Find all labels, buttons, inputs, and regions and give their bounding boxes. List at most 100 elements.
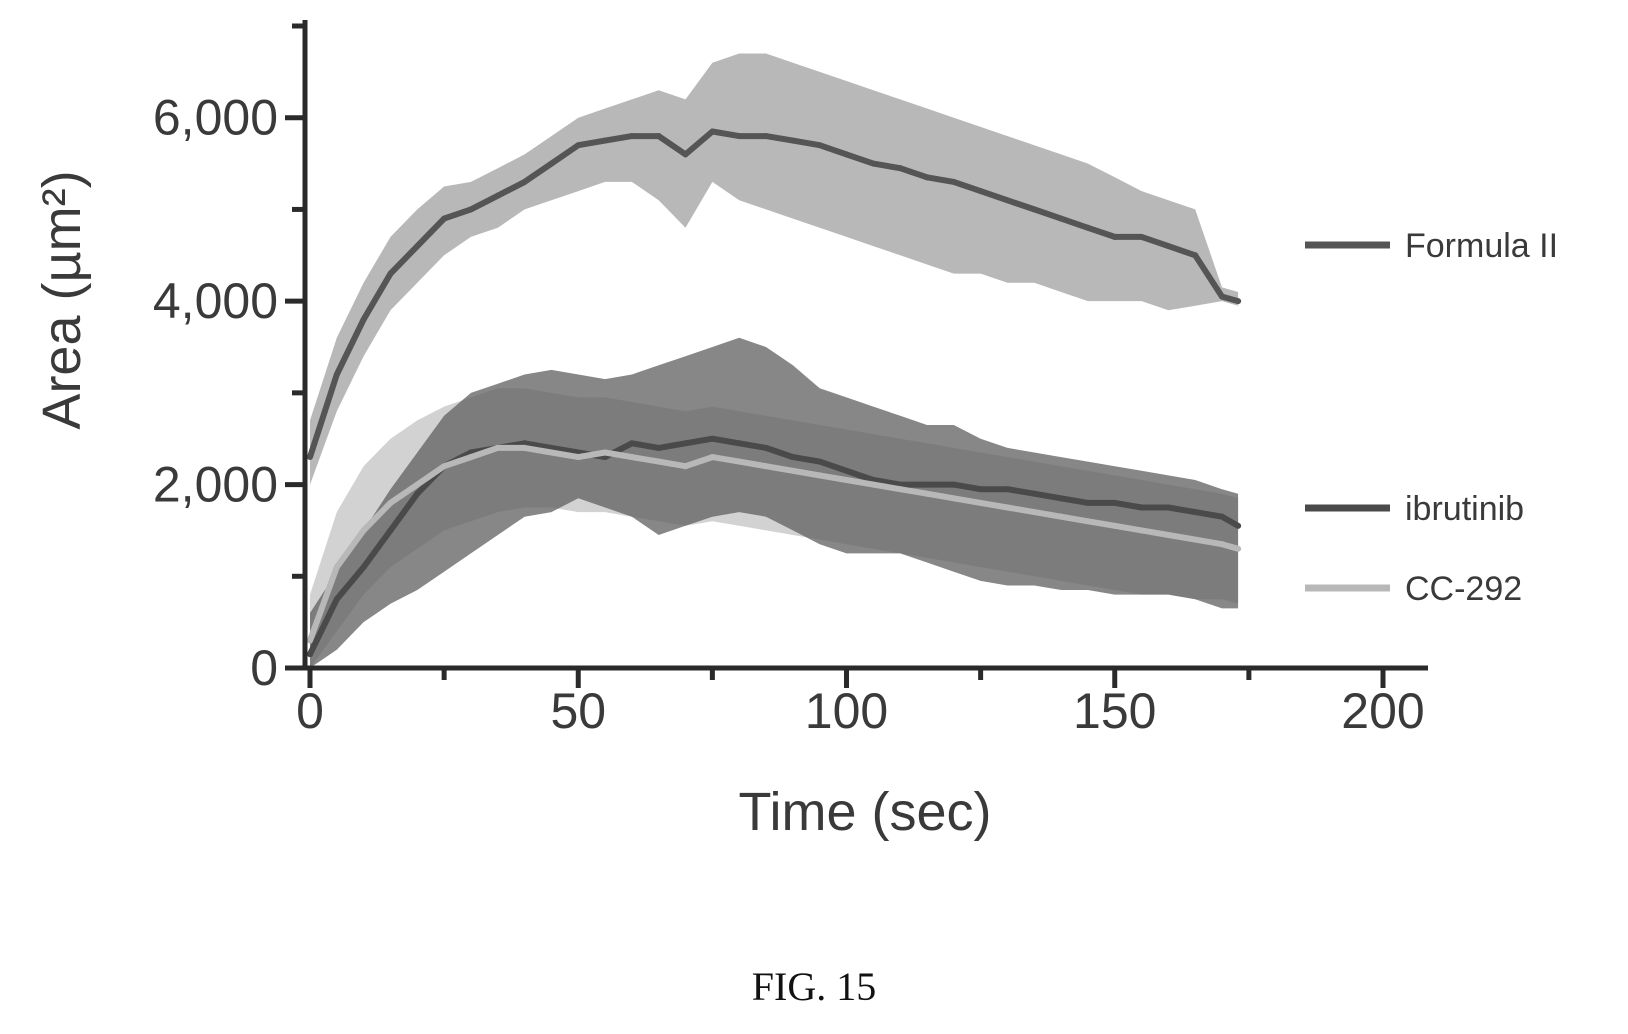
point-ibrutinib xyxy=(1138,504,1145,511)
point-formula-ii xyxy=(575,142,582,149)
point-formula-ii xyxy=(843,151,850,158)
point-ibrutinib xyxy=(816,458,823,465)
point-ibrutinib xyxy=(763,444,770,451)
point-cc-292 xyxy=(655,458,662,465)
x-tick-label: 50 xyxy=(550,683,606,739)
point-cc-292 xyxy=(789,467,796,474)
point-ibrutinib xyxy=(333,596,340,603)
line-cc-292 xyxy=(307,444,1239,642)
x-axis-title: Time (sec) xyxy=(739,782,992,842)
point-cc-292 xyxy=(387,499,394,506)
point-cc-292 xyxy=(870,481,877,488)
point-cc-292 xyxy=(950,495,957,502)
point-formula-ii xyxy=(897,165,904,172)
point-cc-292 xyxy=(521,444,528,451)
point-cc-292 xyxy=(575,454,582,461)
point-cc-292 xyxy=(763,463,770,470)
point-formula-ii xyxy=(441,215,448,222)
point-cc-292 xyxy=(1165,532,1172,539)
point-formula-ii xyxy=(1219,293,1226,300)
point-ibrutinib xyxy=(977,486,984,493)
point-ibrutinib xyxy=(1084,499,1091,506)
point-formula-ii xyxy=(360,316,367,323)
point-cc-292 xyxy=(307,637,313,644)
point-formula-ii xyxy=(494,192,501,199)
legend-label-ibrutinib: ibrutinib xyxy=(1405,490,1524,528)
y-tick-label: 6,000 xyxy=(153,90,278,146)
point-formula-ii xyxy=(950,178,957,185)
point-formula-ii xyxy=(1058,215,1065,222)
x-axis: 0 50 100 150 200 xyxy=(296,665,1428,739)
point-formula-ii xyxy=(1192,252,1199,259)
point-formula-ii xyxy=(870,160,877,167)
point-formula-ii xyxy=(1004,197,1011,204)
point-ibrutinib xyxy=(307,651,313,658)
point-ibrutinib xyxy=(1031,490,1038,497)
point-cc-292 xyxy=(1235,545,1242,552)
band-ibrutinib xyxy=(310,337,1239,668)
point-cc-292 xyxy=(897,486,904,493)
point-formula-ii xyxy=(387,270,394,277)
point-cc-292 xyxy=(467,454,474,461)
point-ibrutinib xyxy=(414,490,421,497)
point-cc-292 xyxy=(977,499,984,506)
x-tick-label: 150 xyxy=(1073,683,1156,739)
point-formula-ii xyxy=(414,243,421,250)
legend: Formula II ibrutinib CC-292 xyxy=(1305,227,1558,608)
mean-lines xyxy=(307,128,1242,658)
point-formula-ii xyxy=(1031,206,1038,213)
point-cc-292 xyxy=(816,472,823,479)
point-cc-292 xyxy=(843,476,850,483)
point-cc-292 xyxy=(682,463,689,470)
point-formula-ii xyxy=(789,137,796,144)
point-ibrutinib xyxy=(1004,486,1011,493)
point-ibrutinib xyxy=(360,564,367,571)
point-cc-292 xyxy=(1084,518,1091,525)
point-ibrutinib xyxy=(655,444,662,451)
line-ibrutinib xyxy=(307,435,1240,656)
point-ibrutinib xyxy=(843,467,850,474)
y-axis-title: Area (µm²) xyxy=(32,170,92,429)
point-formula-ii xyxy=(1111,233,1118,240)
point-cc-292 xyxy=(1058,513,1065,520)
point-formula-ii xyxy=(763,133,770,140)
point-cc-292 xyxy=(1192,536,1199,543)
point-formula-ii xyxy=(628,133,635,140)
point-ibrutinib xyxy=(1058,495,1065,502)
point-ibrutinib xyxy=(1111,499,1118,506)
point-ibrutinib xyxy=(1235,522,1242,529)
point-cc-292 xyxy=(1111,522,1118,529)
point-formula-ii xyxy=(923,174,930,181)
point-cc-292 xyxy=(628,454,635,461)
figure-caption: FIG. 15 xyxy=(752,964,876,1009)
error-bands xyxy=(310,53,1239,668)
legend-label-cc-292: CC-292 xyxy=(1405,570,1522,608)
point-ibrutinib xyxy=(950,481,957,488)
band-formula-ii xyxy=(310,53,1239,485)
point-cc-292 xyxy=(709,454,716,461)
point-ibrutinib xyxy=(521,440,528,447)
point-formula-ii xyxy=(682,151,689,158)
point-ibrutinib xyxy=(789,454,796,461)
point-cc-292 xyxy=(414,481,421,488)
point-formula-ii xyxy=(467,206,474,213)
point-formula-ii xyxy=(709,128,716,135)
y-tick-label: 4,000 xyxy=(153,273,278,329)
point-cc-292 xyxy=(333,564,340,571)
legend-label-formula-ii: Formula II xyxy=(1405,227,1558,265)
point-cc-292 xyxy=(1219,541,1226,548)
point-ibrutinib xyxy=(923,481,930,488)
point-ibrutinib xyxy=(682,440,689,447)
point-ibrutinib xyxy=(1192,509,1199,516)
point-cc-292 xyxy=(736,458,743,465)
plot-area xyxy=(307,53,1242,668)
x-tick-label: 200 xyxy=(1341,683,1424,739)
point-ibrutinib xyxy=(709,435,716,442)
y-tick-label: 0 xyxy=(250,640,278,696)
point-ibrutinib xyxy=(1219,513,1226,520)
point-cc-292 xyxy=(1138,527,1145,534)
point-formula-ii xyxy=(548,160,555,167)
point-cc-292 xyxy=(360,527,367,534)
point-formula-ii xyxy=(655,133,662,140)
